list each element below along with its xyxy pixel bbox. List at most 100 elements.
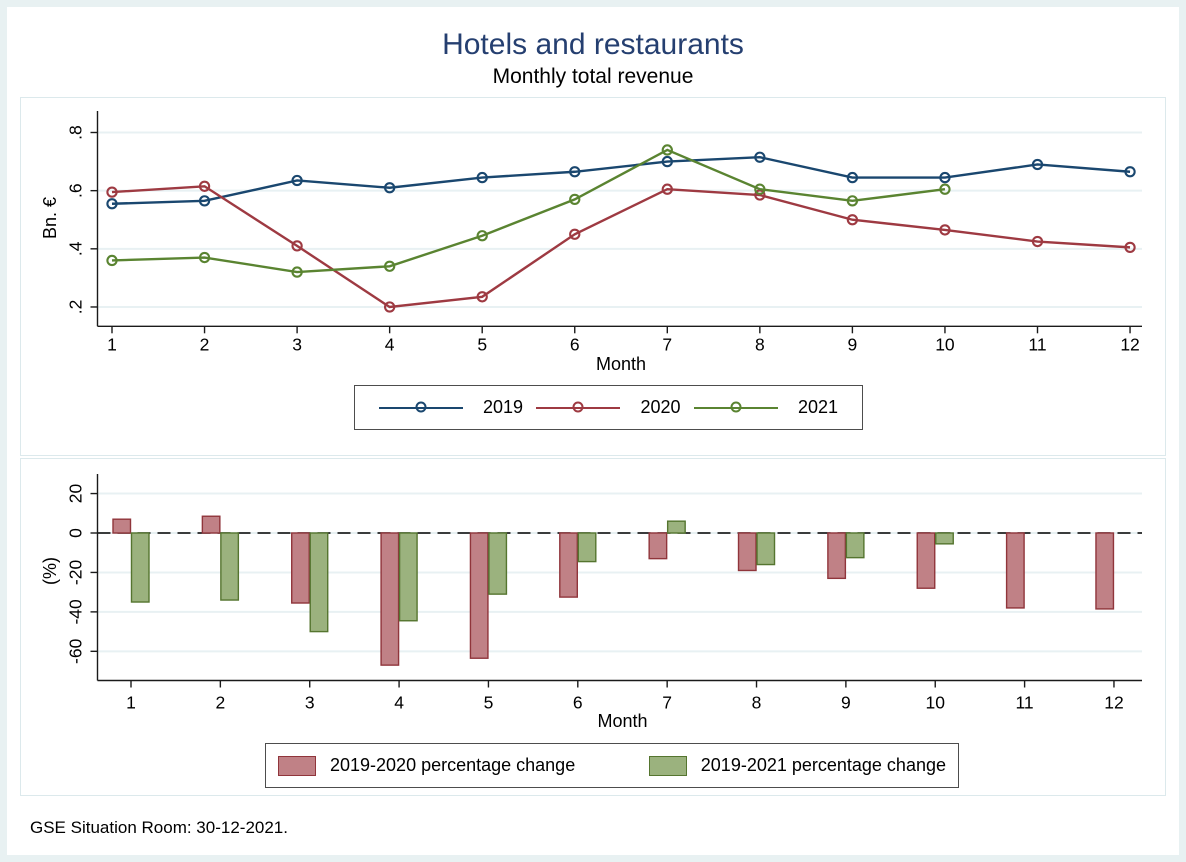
x-tick-label: 2: [200, 335, 210, 355]
data-marker: [106, 254, 118, 267]
bar: [737, 532, 757, 572]
data-marker: [383, 182, 396, 194]
bar: [827, 532, 847, 580]
bar: [1095, 532, 1115, 610]
pct-change-bar-chart-panel: 20 0 -20 -40 -60 1 2 3 4 5 6 7 8 9 10 11 12 Month (%) 2019…: [20, 458, 1166, 796]
legend-entry-2019-2020: 2019-2020 percentage change: [278, 755, 575, 776]
x-tick-label: 5: [484, 693, 494, 713]
data-marker: [754, 189, 766, 201]
data-marker: [383, 301, 396, 313]
x-tick-label: 4: [394, 693, 404, 713]
legend-entry-2021: 2021: [693, 397, 838, 418]
legend-label-2019-2021: 2019-2021 percentage change: [700, 755, 946, 775]
data-marker: [476, 171, 488, 184]
data-marker: [106, 198, 118, 210]
legend-swatch-2019-2021: [648, 755, 687, 776]
y-tick-label: 0: [66, 528, 86, 538]
x-tick-label: 12: [1120, 335, 1139, 355]
data-marker: [1124, 241, 1136, 254]
data-marker: [198, 180, 211, 192]
data-marker: [569, 166, 581, 178]
data-marker: [661, 183, 673, 195]
x-tick-label: 8: [752, 693, 762, 713]
data-marker: [754, 183, 766, 195]
data-marker: [106, 186, 118, 198]
bar: [469, 532, 489, 659]
y-tick-label: -40: [66, 599, 86, 625]
line-chart-legend: 2019 2020 2021: [354, 385, 863, 430]
legend-label-2020: 2020: [640, 397, 681, 417]
data-marker: [1031, 235, 1044, 248]
data-marker: [846, 195, 859, 207]
data-marker: [569, 193, 581, 206]
data-marker: [661, 144, 673, 156]
x-tick-label: 7: [662, 693, 672, 713]
bar: [380, 532, 400, 666]
x-tick-label: 6: [573, 693, 583, 713]
legend-marker-2019: [415, 401, 427, 413]
legend-marker-2020: [572, 401, 584, 413]
x-tick-label: 4: [385, 335, 395, 355]
x-tick-label: 11: [1028, 335, 1046, 355]
x-tick-label: 1: [126, 693, 136, 713]
legend-line-sample-2019: [379, 401, 463, 413]
legend-label-2019: 2019: [483, 397, 524, 417]
y-tick-label: -20: [66, 560, 86, 586]
data-marker: [661, 155, 673, 168]
x-tick-label: 1: [107, 335, 117, 355]
data-marker: [939, 171, 951, 184]
bar: [666, 520, 686, 534]
bar: [916, 532, 936, 589]
data-marker: [291, 174, 303, 187]
data-marker: [383, 260, 396, 272]
bar-series-2019-2021: [130, 520, 954, 633]
data-marker: [846, 214, 859, 226]
line-series-2021: [106, 144, 951, 278]
x-tick-label: 10: [926, 693, 946, 713]
bar: [1005, 532, 1025, 609]
bar-chart-legend: 2019-2020 percentage change 2019-2021 pe…: [265, 743, 959, 788]
y-tick-label: .4: [66, 241, 86, 256]
bar: [398, 532, 418, 622]
y-tick-label: 20: [66, 484, 86, 504]
legend-entry-2019: 2019: [379, 397, 523, 418]
y-tick-label: -60: [66, 638, 86, 664]
y-tick-label: .8: [66, 125, 86, 140]
legend-marker-2021: [730, 401, 742, 413]
data-marker: [198, 195, 211, 207]
x-tick-label: 2: [215, 693, 225, 713]
bar: [130, 532, 150, 603]
data-marker: [846, 171, 859, 184]
page-subtitle: Monthly total revenue: [492, 65, 694, 88]
data-marker: [198, 251, 211, 264]
bar: [935, 532, 954, 545]
bar: [756, 532, 776, 566]
y-axis-title: Bn. €: [40, 197, 60, 239]
bar: [845, 532, 865, 559]
bar: [201, 515, 221, 534]
x-axis-title: Month: [597, 711, 647, 731]
y-axis-title: (%): [40, 557, 60, 585]
bar: [309, 532, 329, 633]
legend-label-2019-2020: 2019-2020 percentage change: [330, 755, 576, 775]
legend-line-sample-2020: [536, 401, 621, 413]
bar: [220, 532, 240, 601]
legend-entry-2020: 2020: [536, 397, 681, 418]
data-marker: [1124, 166, 1136, 178]
data-marker: [1031, 158, 1044, 171]
source-caption: GSE Situation Room: 30-12-2021.: [30, 818, 288, 837]
x-tick-label: 5: [477, 335, 487, 355]
revenue-line-chart-panel: .2.4.6.8 1 2 3 4 5 6 7 8 9 10 11 12 Month Bn. € 2019 2…: [20, 97, 1166, 456]
legend-label-2021: 2021: [797, 397, 838, 417]
data-marker: [476, 291, 488, 303]
data-marker: [939, 183, 951, 195]
x-tick-label: 6: [570, 335, 580, 355]
y-tick-label: .2: [66, 300, 86, 315]
data-marker: [754, 151, 766, 163]
x-tick-label: 7: [662, 335, 672, 355]
bar: [112, 518, 132, 534]
x-tick-label: 8: [755, 335, 765, 355]
